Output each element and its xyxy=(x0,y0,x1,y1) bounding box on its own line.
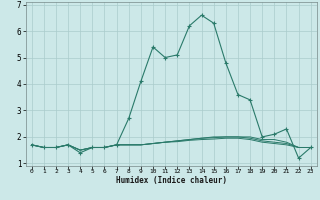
X-axis label: Humidex (Indice chaleur): Humidex (Indice chaleur) xyxy=(116,176,227,185)
